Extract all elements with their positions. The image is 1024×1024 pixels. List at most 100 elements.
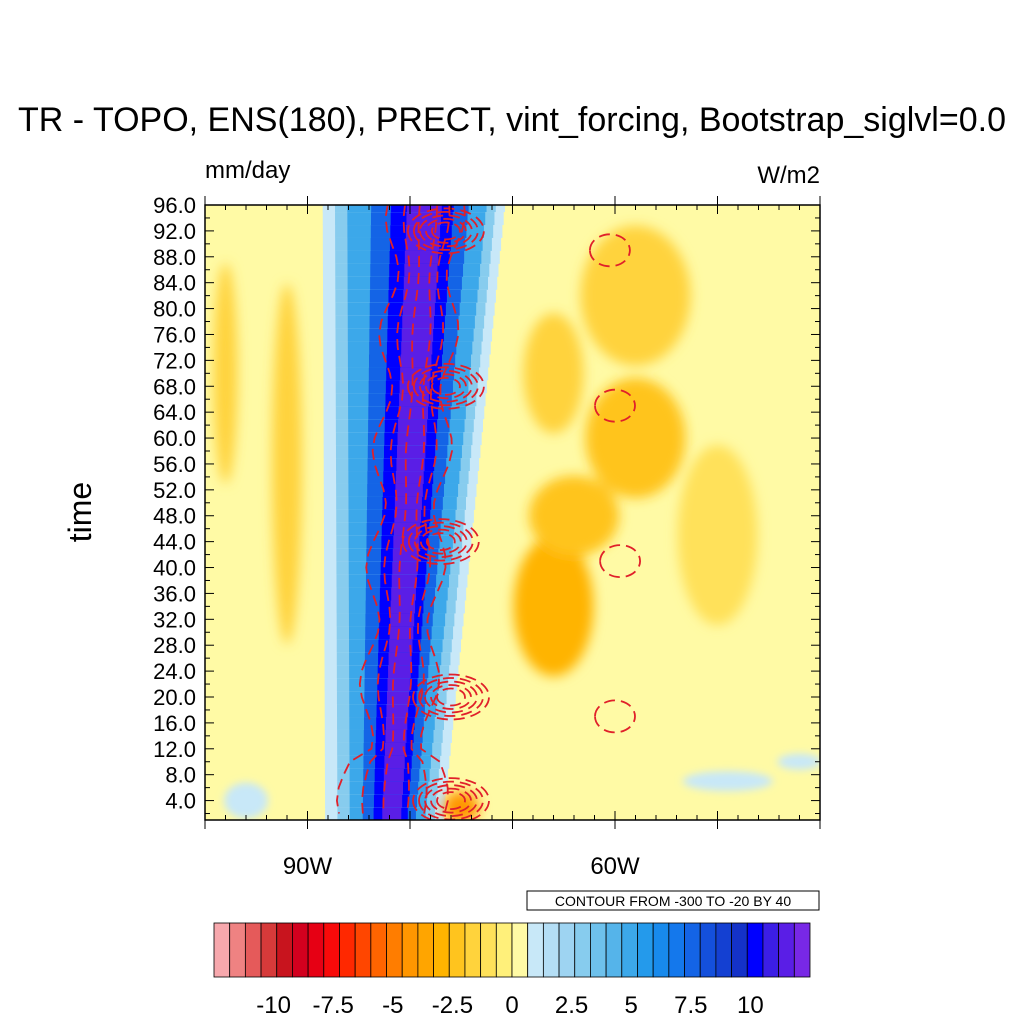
field-cell	[390, 612, 415, 627]
colorbar-swatch	[699, 922, 717, 978]
cool-patch	[777, 753, 820, 770]
colorbar-swatch	[715, 922, 732, 978]
colorbar-swatch	[793, 922, 811, 978]
y-axis-ticks: 4.08.012.016.020.024.028.032.036.040.044…	[153, 193, 820, 815]
contour-line	[413, 211, 479, 251]
field-cell	[402, 302, 435, 316]
colorbar-swatch	[495, 922, 513, 978]
warm-patch	[677, 445, 758, 626]
colorbar-swatch	[684, 922, 701, 978]
contour-line	[419, 369, 473, 403]
x-tick-label: 90W	[283, 853, 333, 880]
colorbar-swatch	[354, 922, 372, 978]
colorbar-label: 10	[737, 992, 764, 1019]
colorbar-swatch	[668, 922, 685, 978]
y-axis-label: time	[62, 482, 98, 542]
cool-patches	[224, 753, 820, 819]
y-tick-label: 12.0	[153, 737, 196, 762]
colorbar-label: 7.5	[674, 992, 707, 1019]
colorbar-swatch	[511, 922, 529, 978]
field-cell	[398, 405, 428, 420]
warm-patch	[523, 313, 584, 434]
field-cell	[402, 315, 435, 329]
field-cell	[388, 651, 412, 666]
colorbar-swatch	[323, 922, 340, 978]
field-cell	[392, 561, 418, 575]
left-unit-label: mm/day	[205, 157, 290, 184]
field-cell	[393, 535, 420, 549]
y-tick-label: 36.0	[153, 581, 196, 606]
colorbar-swatch	[574, 922, 591, 978]
colorbar-swatch	[401, 922, 419, 978]
warm-patch	[585, 378, 686, 499]
y-tick-label: 48.0	[153, 504, 196, 529]
colorbar-swatch	[229, 922, 246, 978]
field-cell	[404, 250, 439, 264]
contour-line	[407, 207, 485, 255]
contour-line	[599, 544, 642, 578]
colorbar-label: 0	[505, 992, 518, 1019]
cool-patch	[224, 782, 268, 819]
y-tick-label: 8.0	[165, 763, 196, 788]
colorbar-swatch	[542, 922, 560, 978]
warm-patch	[213, 263, 238, 484]
chart-title: TR - TOPO, ENS(180), PRECT, vint_forcing…	[18, 101, 1006, 139]
field-cell	[401, 328, 434, 342]
contour-line	[361, 205, 411, 814]
contour-line	[430, 684, 472, 710]
y-tick-label: 88.0	[153, 245, 196, 270]
contour-line	[419, 214, 473, 248]
field-cell	[383, 781, 404, 795]
field-cell	[394, 496, 422, 510]
field-cell	[403, 289, 436, 303]
colorbar-swatch	[464, 922, 482, 978]
colorbar: -10 -7.5 -5 -2.5 0 2.5 5 7.5 10	[213, 922, 811, 1019]
shaded-field	[205, 205, 820, 820]
colorbar-label: 2.5	[555, 992, 588, 1019]
field-cell	[389, 638, 413, 653]
warm-patches	[213, 225, 758, 820]
contour-line	[401, 518, 480, 565]
field-cell	[400, 353, 432, 368]
colorbar-swatch	[605, 922, 623, 978]
y-tick-label: 92.0	[153, 219, 196, 244]
colorbar-swatch	[433, 922, 450, 978]
y-tick-label: 64.0	[153, 400, 196, 425]
colorbar-swatch	[731, 922, 748, 978]
field-cell	[382, 794, 403, 808]
contour-line	[419, 528, 462, 555]
y-tick-label: 28.0	[153, 633, 196, 658]
x-axis-ticks: 90W 60W	[204, 196, 821, 880]
colorbar-swatch	[448, 922, 466, 978]
x-tick-label: 60W	[590, 853, 640, 880]
contour-line	[436, 791, 466, 810]
contour-line	[589, 233, 631, 268]
colorbar-swatch	[762, 922, 780, 978]
y-tick-label: 20.0	[153, 685, 196, 710]
y-tick-label: 52.0	[153, 478, 196, 503]
y-tick-label: 60.0	[153, 426, 196, 451]
field-cell	[384, 742, 406, 756]
colorbar-swatch	[652, 922, 670, 978]
cool-patch	[682, 771, 773, 792]
plot-area	[205, 205, 820, 820]
contour-line	[594, 699, 636, 734]
colorbar-swatch	[244, 922, 262, 978]
field-cell	[396, 457, 425, 472]
colorbar-swatch	[276, 922, 293, 978]
contour-line	[412, 673, 490, 721]
field-cell	[385, 716, 408, 730]
field-cell	[390, 599, 416, 614]
colorbar-swatch	[558, 922, 576, 978]
colorbar-swatch	[590, 922, 607, 978]
field-cell	[383, 768, 404, 782]
contour-line	[418, 677, 484, 717]
field-cell	[385, 729, 407, 743]
field-cell	[395, 470, 424, 484]
contour-line	[418, 780, 484, 820]
field-cell	[401, 340, 433, 355]
field-cell	[395, 483, 423, 497]
y-tick-label: 96.0	[153, 193, 196, 218]
contour-line	[413, 366, 479, 407]
field-cell	[406, 205, 442, 213]
